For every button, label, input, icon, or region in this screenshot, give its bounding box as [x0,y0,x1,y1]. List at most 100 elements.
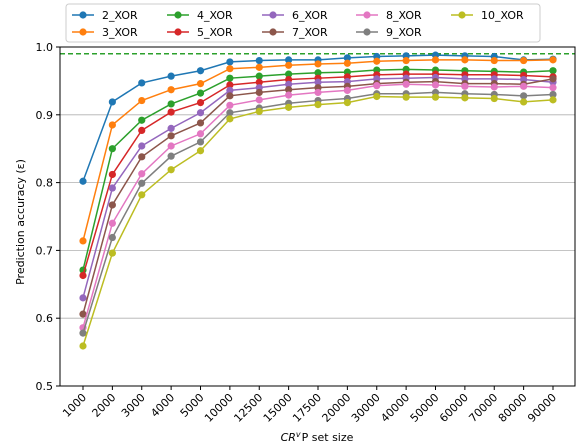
data-point [196,89,205,97]
legend-label: 3_XOR [102,26,138,39]
x-tick-label: 40000 [378,391,412,425]
data-point [461,94,469,102]
legend-label: 5_XOR [197,26,233,39]
data-point [167,72,175,80]
data-point [314,88,322,97]
data-point [343,59,351,67]
series-8_XOR [79,80,557,332]
series-3_XOR [79,56,557,245]
data-point [255,88,263,97]
data-point [226,115,234,123]
data-point [108,121,116,129]
data-point [167,132,175,140]
data-point [108,219,116,227]
series-7_XOR [79,75,557,318]
legend-item: 8_XOR [356,9,422,22]
data-point [79,342,87,350]
x-tick-label: 10000 [202,391,236,425]
data-point [196,80,205,88]
data-point [285,91,293,99]
y-tick-label: 0.6 [36,312,54,325]
x-tick-label: 3000 [119,391,148,420]
data-point [167,108,175,116]
data-point [490,56,498,65]
legend-item: 2_XOR [72,9,138,22]
y-tick-label: 1.0 [36,41,54,54]
legend-item: 4_XOR [167,9,233,22]
data-point [108,145,116,153]
data-point [196,147,205,155]
series-layer [79,51,557,350]
data-point [196,67,205,75]
legend-label: 2_XOR [102,9,138,22]
data-point [285,103,293,111]
data-point [373,82,381,90]
data-point [108,233,116,242]
legend-item: 9_XOR [356,26,422,39]
data-point [314,69,322,77]
x-tick-label: 60000 [437,391,471,425]
data-point [196,138,205,146]
legend-label: 8_XOR [386,9,422,22]
y-axis-ticks: 0.5 0.6 0.7 0.8 0.9 1.0 [36,41,60,393]
data-point [79,177,87,185]
legend-label: 10_XOR [481,9,524,22]
data-point [196,98,205,107]
data-point [255,107,263,116]
data-point [255,56,263,65]
data-point [79,237,87,245]
data-point [108,184,116,192]
series-line [82,83,554,328]
legend-label: 9_XOR [386,26,422,39]
data-point [549,67,557,75]
data-point [108,170,116,179]
data-point [285,70,293,78]
data-point [285,56,293,64]
x-tick-label: 50000 [408,391,442,425]
legend: 2_XOR 3_XOR 4_XOR 5_XOR 6_XOR 7_XOR 8_XOR 9_XOR… [65,3,541,43]
data-point [79,329,87,337]
series-line [82,95,554,347]
data-point [226,92,234,100]
data-point [549,96,557,104]
legend-item: 5_XOR [167,26,233,39]
data-point [402,93,410,101]
data-point [520,56,528,65]
data-point [108,98,116,106]
x-tick-label: 15000 [261,391,295,425]
legend-item: 6_XOR [262,9,328,22]
data-point [167,152,175,160]
data-point [226,58,234,66]
x-tick-label: 80000 [496,391,530,425]
data-point [226,109,234,117]
data-point [314,101,322,109]
data-point [138,142,146,150]
data-point [196,109,205,117]
legend-label: 4_XOR [197,9,233,22]
x-tick-label: 4000 [148,391,177,420]
data-point [520,92,528,100]
data-point [343,86,351,94]
data-point [373,57,381,65]
data-point [226,101,234,109]
y-axis-label: Prediction accuracy (ε) [14,159,27,285]
data-point [226,86,234,94]
data-point [285,80,293,88]
data-point [196,119,205,127]
x-tick-label: 2000 [90,391,119,420]
data-point [520,98,528,106]
legend-label: 6_XOR [292,9,328,22]
x-tick-label: 70000 [466,391,500,425]
x-tick-label: 17500 [290,391,324,425]
data-point [431,56,440,64]
data-point [343,98,351,107]
data-point [285,86,293,94]
x-tick-label: 12500 [231,391,265,425]
series-line [82,91,554,334]
data-point [108,249,116,257]
data-point [549,75,557,83]
data-point [314,60,322,68]
data-point [461,56,469,64]
data-point [167,124,175,132]
